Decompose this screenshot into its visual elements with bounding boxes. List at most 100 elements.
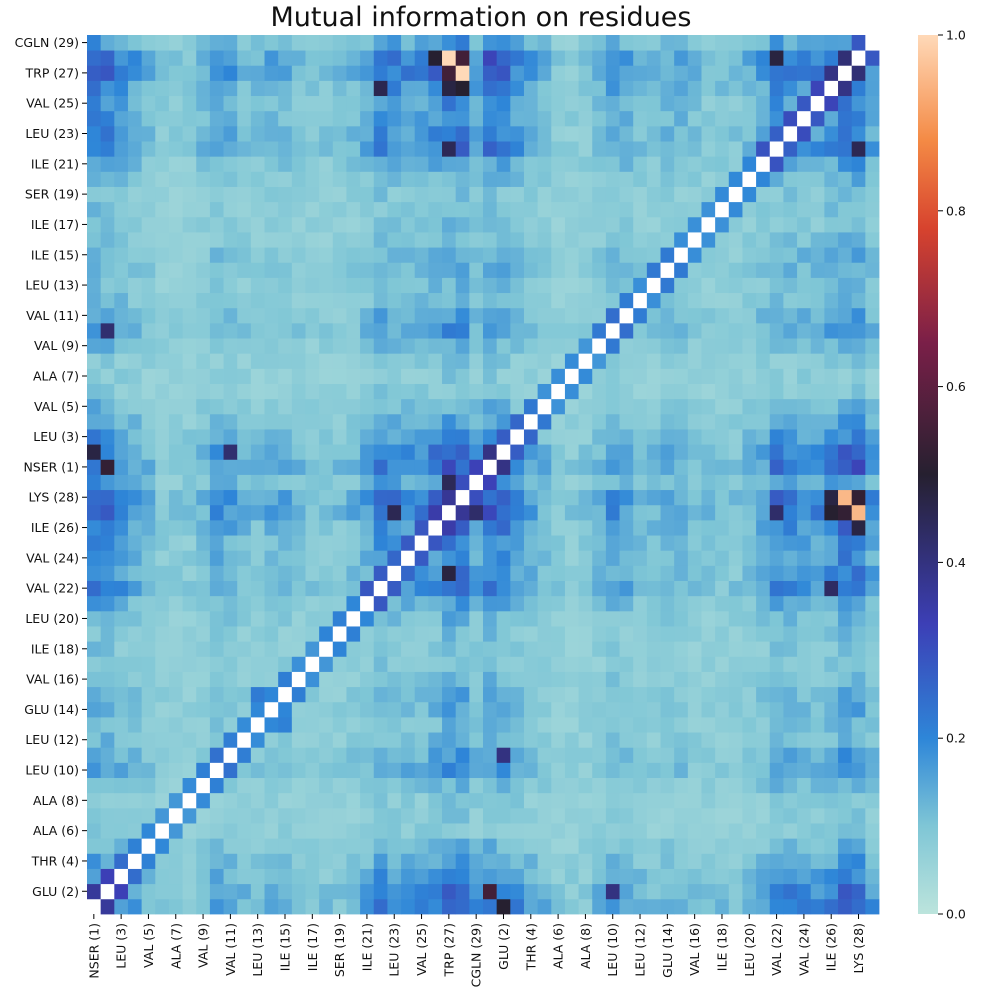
- heatmap-cell: [401, 641, 416, 657]
- heatmap-cell: [633, 823, 648, 839]
- heatmap-cell: [373, 171, 388, 187]
- heatmap-cell: [483, 125, 498, 142]
- heatmap-cell: [510, 368, 525, 384]
- heatmap-cell: [264, 216, 279, 233]
- heatmap-cell: [728, 232, 743, 248]
- heatmap-cell: [797, 807, 812, 824]
- heatmap-cell: [141, 519, 156, 536]
- heatmap-cell: [141, 550, 156, 566]
- heatmap-cell: [155, 95, 170, 112]
- heatmap-cell: [141, 580, 156, 597]
- heatmap-cell: [865, 580, 880, 597]
- heatmap-cell: [756, 338, 771, 354]
- heatmap-cell: [114, 459, 129, 475]
- heatmap-cell: [523, 353, 539, 369]
- heatmap-cell: [414, 853, 429, 869]
- heatmap-cell: [510, 716, 525, 733]
- heatmap-cell: [810, 626, 825, 642]
- heatmap-cell: [851, 186, 866, 203]
- heatmap-cell: [483, 429, 498, 445]
- heatmap-cell: [687, 777, 702, 794]
- heatmap-cell: [141, 671, 156, 688]
- heatmap-cell: [578, 338, 593, 354]
- heatmap-cell: [701, 883, 716, 900]
- heatmap-cell: [209, 474, 224, 491]
- heatmap-cell: [783, 535, 798, 551]
- heatmap-cell: [414, 777, 429, 794]
- heatmap-cell: [824, 368, 839, 384]
- heatmap-cell: [155, 641, 170, 657]
- heatmap-cell: [510, 277, 525, 294]
- heatmap-cell: [305, 838, 320, 854]
- heatmap-cell: [428, 322, 443, 339]
- heatmap-cell: [442, 610, 457, 627]
- heatmap-cell: [127, 338, 143, 354]
- heatmap-cell: [674, 459, 689, 475]
- heatmap-cell: [387, 444, 402, 460]
- heatmap-cell: [510, 125, 525, 142]
- heatmap-cell: [783, 853, 798, 869]
- heatmap-cell: [414, 353, 429, 369]
- heatmap-cell: [455, 474, 470, 491]
- heatmap-cell: [182, 610, 197, 627]
- heatmap-cell: [278, 186, 293, 203]
- heatmap-cell: [319, 186, 334, 203]
- heatmap-cell: [455, 247, 470, 263]
- heatmap-cell: [674, 353, 689, 369]
- heatmap-cell: [687, 853, 702, 869]
- heatmap-cell: [838, 444, 853, 460]
- heatmap-cell: [469, 232, 484, 248]
- heatmap-cell: [387, 807, 402, 824]
- heatmap-cell: [319, 823, 334, 839]
- heatmap-cell: [442, 201, 457, 218]
- heatmap-cell: [346, 247, 361, 263]
- heatmap-cell: [838, 898, 853, 915]
- heatmap-cell: [633, 716, 648, 733]
- heatmap-cell: [783, 489, 798, 506]
- heatmap-cell: [564, 65, 579, 81]
- heatmap-cell: [551, 368, 566, 384]
- heatmap-cell: [155, 595, 170, 612]
- heatmap-cell: [127, 459, 143, 475]
- heatmap-cell: [319, 232, 334, 248]
- heatmap-cell: [168, 50, 183, 66]
- heatmap-cell: [319, 671, 334, 688]
- heatmap-cell: [496, 353, 511, 369]
- heatmap-cell: [674, 429, 689, 445]
- heatmap-cell: [510, 322, 525, 339]
- heatmap-cell: [360, 732, 375, 748]
- heatmap-cell: [851, 716, 866, 733]
- heatmap-cell: [728, 95, 743, 112]
- heatmap-cell: [797, 686, 812, 703]
- heatmap-cell: [865, 186, 880, 203]
- heatmap-cell: [168, 216, 183, 233]
- heatmap-cell: [168, 853, 183, 869]
- heatmap-cell: [373, 641, 388, 657]
- heatmap-cell: [305, 125, 320, 142]
- heatmap-cell: [865, 444, 880, 460]
- heatmap-cell: [769, 398, 784, 415]
- heatmap-cell: [865, 338, 880, 354]
- heatmap-cell: [742, 171, 757, 187]
- heatmap-cell: [250, 247, 265, 263]
- heatmap-cell: [250, 747, 265, 763]
- heatmap-cell: [100, 747, 115, 763]
- heatmap-cell: [728, 444, 743, 460]
- heatmap-cell: [237, 474, 252, 491]
- heatmap-cell: [633, 868, 648, 885]
- heatmap-cell: [810, 868, 825, 885]
- heatmap-cell: [469, 338, 484, 354]
- heatmap-cell: [660, 110, 675, 127]
- heatmap-cell: [100, 125, 115, 142]
- heatmap-cell: [674, 504, 689, 521]
- heatmap-cell: [237, 110, 252, 127]
- heatmap-cell: [332, 353, 347, 369]
- heatmap-cell: [209, 535, 224, 551]
- heatmap-cell: [373, 853, 388, 869]
- heatmap-cell: [756, 868, 771, 885]
- heatmap-cell: [469, 413, 484, 430]
- y-axis-ticks: CGLN (29)TRP (27)VAL (25)LEU (23)ILE (21…: [15, 35, 87, 899]
- heatmap-cell: [824, 459, 839, 475]
- heatmap-cell: [769, 110, 784, 127]
- heatmap-cell: [455, 444, 470, 460]
